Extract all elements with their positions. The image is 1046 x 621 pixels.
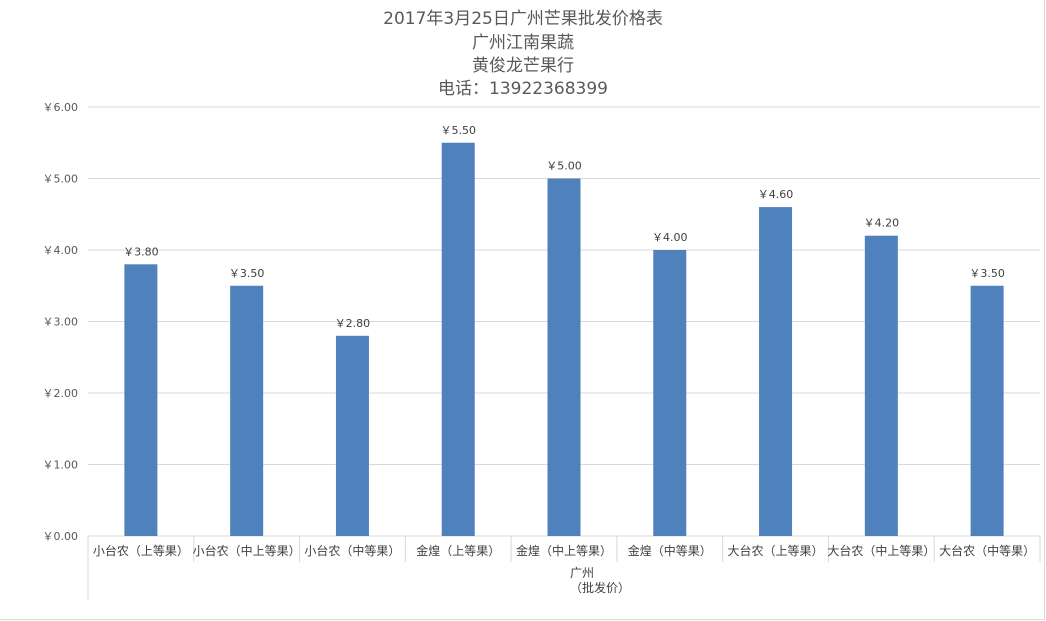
x-category-label: 小台农（中上等果） (193, 543, 301, 558)
data-label: ￥3.50 (229, 267, 265, 280)
chart-subtitle-company: 广州江南果蔬 (472, 33, 574, 53)
x-group-label: （批发价） (570, 580, 630, 595)
data-label: ￥4.60 (758, 188, 794, 201)
bar (864, 235, 898, 536)
bar (230, 285, 264, 536)
chart-title: 2017年3月25日广州芒果批发价格表 (383, 9, 663, 29)
data-label: ￥3.50 (969, 267, 1005, 280)
y-tick-label: ￥5.00 (43, 173, 79, 186)
y-tick-label: ￥1.00 (43, 459, 79, 472)
x-category-label: 大台农（中等果） (939, 543, 1035, 558)
bar (970, 285, 1004, 536)
data-label: ￥4.00 (652, 231, 688, 244)
bar (759, 207, 793, 536)
bar (335, 335, 369, 536)
bar (547, 178, 581, 536)
bar (653, 250, 687, 536)
x-category-label: 大台农（上等果） (728, 543, 824, 558)
chart-subtitle-shop: 黄俊龙芒果行 (472, 56, 574, 76)
y-tick-label: ￥0.00 (43, 530, 79, 543)
x-group-label: 广州 (570, 566, 594, 580)
data-label: ￥3.80 (123, 245, 159, 258)
data-label: ￥5.50 (440, 124, 476, 137)
data-label: ￥4.20 (864, 217, 900, 230)
x-category-label: 金煌（中等果） (628, 543, 712, 558)
data-label: ￥5.00 (546, 160, 582, 173)
chart-subtitle-phone: 电话：13922368399 (438, 79, 608, 99)
y-tick-label: ￥6.00 (43, 101, 79, 114)
x-category-label: 小台农（上等果） (93, 543, 189, 558)
x-category-label: 金煌（上等果） (416, 543, 500, 558)
bar (441, 142, 475, 536)
y-tick-label: ￥2.00 (43, 387, 79, 400)
y-tick-label: ￥3.00 (43, 316, 79, 329)
data-label: ￥2.80 (335, 317, 371, 330)
y-tick-label: ￥4.00 (43, 244, 79, 257)
x-category-label: 金煌（中上等果） (516, 543, 612, 558)
bar (124, 264, 158, 536)
x-category-label: 大台农（中上等果） (827, 543, 935, 558)
x-category-label: 小台农（中等果） (304, 543, 400, 558)
